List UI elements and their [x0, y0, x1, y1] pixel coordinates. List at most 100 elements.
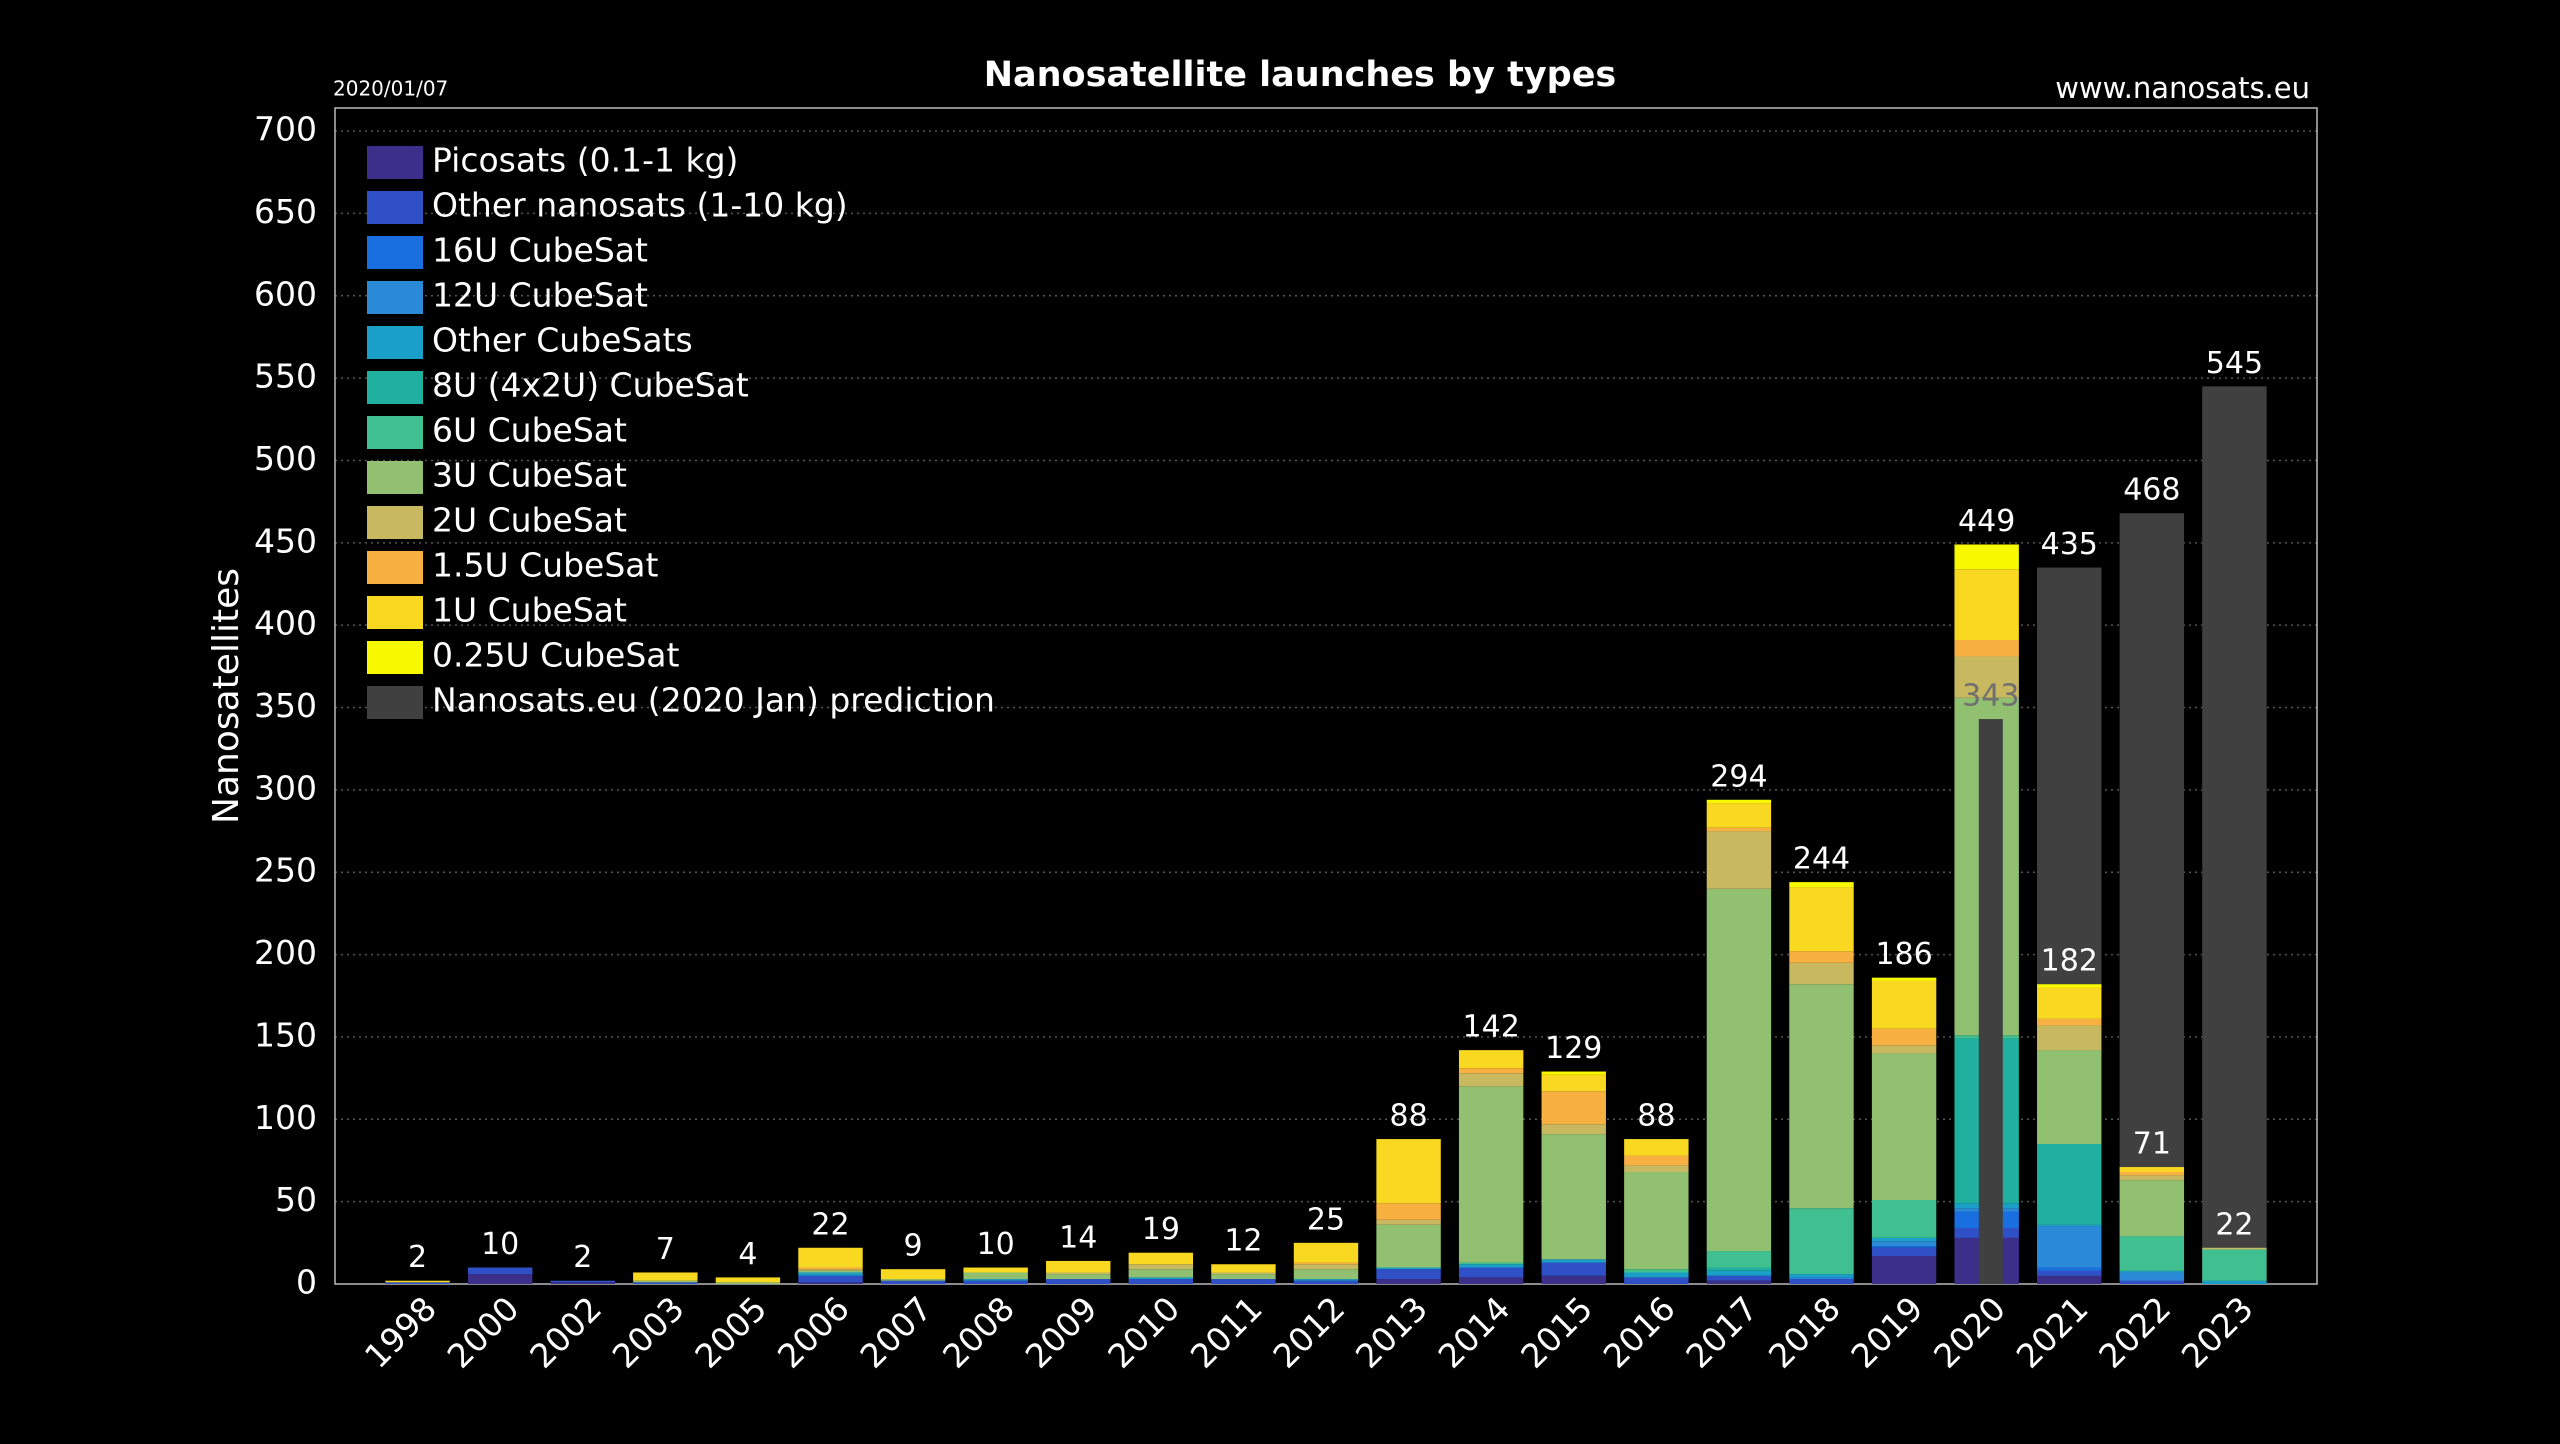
bar-segment [1789, 887, 1854, 952]
legend-swatch [367, 236, 423, 269]
total-label: 10 [481, 1227, 519, 1262]
legend-label: 8U (4x2U) CubeSat [432, 366, 749, 405]
bar-segment [2037, 1224, 2102, 1227]
total-label: 71 [2133, 1127, 2171, 1162]
bar-segment [1046, 1274, 1111, 1280]
bar-segment [1624, 1172, 1689, 1270]
bar-segment [1458, 1262, 1524, 1265]
prediction-bar [2119, 513, 2185, 1284]
bar-segment [1293, 1280, 1359, 1284]
bar-segment [2037, 1267, 2102, 1271]
bar-segment [1376, 1139, 1441, 1204]
bar-segment [1376, 1224, 1441, 1268]
legend-label: 3U CubeSat [432, 456, 627, 495]
bar-segment [2202, 1249, 2267, 1281]
bar-segment [1211, 1279, 1276, 1284]
bar-segment [1871, 980, 1937, 1029]
y-tick-label: 500 [254, 439, 317, 478]
bar-segment [1624, 1165, 1689, 1172]
bar-segment [798, 1282, 863, 1284]
bar-segment [1706, 1280, 1772, 1284]
bar-segment [2119, 1280, 2185, 1284]
bar-segment [1789, 882, 1854, 888]
bar-segment [963, 1267, 1028, 1273]
bar-segment [1789, 951, 1854, 963]
bar-segment [1458, 1277, 1524, 1284]
bar-segment [1458, 1050, 1524, 1069]
y-tick-label: 400 [254, 604, 317, 643]
bar-segment [1871, 1237, 1937, 1242]
bar-segment [2119, 1270, 2185, 1273]
bar-segment [1211, 1272, 1276, 1275]
prediction-label: 343 [1962, 679, 2019, 714]
bar-segment [1293, 1262, 1359, 1265]
bar-segment [633, 1282, 698, 1284]
bar-segment [1871, 1246, 1937, 1248]
prediction-label: 435 [2041, 527, 2098, 562]
legend-label: 12U CubeSat [432, 276, 648, 315]
bar-segment [1541, 1074, 1606, 1092]
legend-label: 16U CubeSat [432, 231, 648, 270]
bar-segment [550, 1282, 615, 1284]
bar-segment [1376, 1269, 1441, 1280]
bar-segment [1128, 1252, 1194, 1265]
bar-segment [1458, 1267, 1524, 1278]
total-label: 182 [2041, 944, 2098, 979]
bar-segment [467, 1274, 533, 1284]
bar-segment [1624, 1272, 1689, 1278]
bar-segment [1128, 1269, 1194, 1278]
legend-label: Other nanosats (1-10 kg) [432, 186, 848, 225]
bar-segment [1458, 1068, 1524, 1074]
bar-segment [1789, 1208, 1854, 1275]
bar-segment [1706, 888, 1772, 1252]
legend-swatch [367, 281, 423, 314]
total-label: 129 [1545, 1031, 1602, 1066]
legend-label: Nanosats.eu (2020 Jan) prediction [432, 681, 995, 720]
prediction-bar [1978, 719, 2003, 1284]
bar-segment [1128, 1277, 1194, 1280]
y-tick-label: 250 [254, 851, 317, 890]
bar-segment [1706, 799, 1772, 804]
bar-segment [1706, 1251, 1772, 1268]
bar-segment [1211, 1274, 1276, 1280]
bar-segment [2119, 1167, 2185, 1172]
bar-segment [1541, 1091, 1606, 1125]
bar-segment [2037, 987, 2102, 1019]
bar-segment [1789, 1277, 1854, 1280]
bar-segment [550, 1280, 615, 1283]
bar-segment [880, 1269, 946, 1280]
bar-segment [798, 1272, 863, 1276]
total-label: 10 [977, 1227, 1015, 1262]
total-label: 294 [1710, 759, 1767, 794]
bar-segment [385, 1280, 450, 1283]
bar-segment [2037, 1270, 2102, 1276]
bar-segment [1871, 1241, 1937, 1247]
total-label: 25 [1307, 1202, 1345, 1237]
legend-swatch [367, 641, 423, 674]
bar-segment [1293, 1242, 1359, 1263]
bar-segment [1789, 1279, 1854, 1284]
bar-segment [1624, 1155, 1689, 1166]
y-tick-label: 200 [254, 933, 317, 972]
total-label: 142 [1463, 1010, 1520, 1045]
date: 2020/01/07 [333, 77, 448, 101]
y-tick-label: 300 [254, 768, 317, 807]
total-label: 19 [1142, 1212, 1180, 1247]
total-label: 88 [1637, 1099, 1675, 1134]
bar-segment [715, 1277, 781, 1283]
total-label: 449 [1958, 504, 2015, 539]
bar-segment [1458, 1073, 1524, 1087]
total-label: 14 [1059, 1220, 1097, 1255]
bar-segment [1789, 1274, 1854, 1278]
bar-segment [1871, 977, 1937, 981]
y-tick-label: 450 [254, 521, 317, 560]
bar-segment [1293, 1279, 1359, 1281]
bar-segment [1871, 1045, 1937, 1054]
bar-segment [385, 1282, 450, 1284]
bar-segment [1706, 1270, 1772, 1276]
bar-segment [1954, 544, 2019, 570]
total-label: 2 [408, 1240, 427, 1275]
bar-segment [798, 1275, 863, 1283]
bar-segment [1624, 1277, 1689, 1284]
legend-swatch [367, 506, 423, 539]
